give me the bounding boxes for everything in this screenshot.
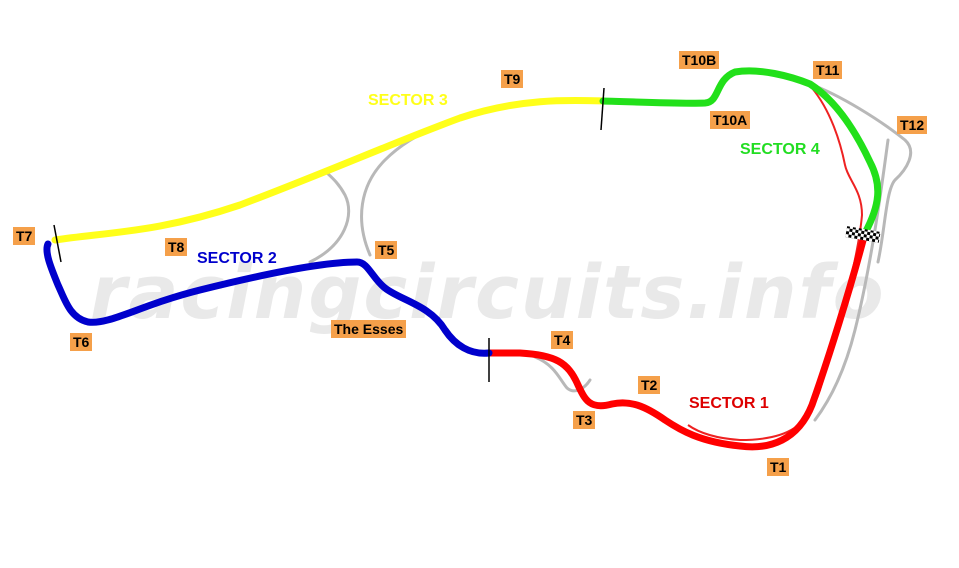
pit-straight-alt-track	[813, 138, 890, 422]
checkered-flag-icon	[845, 226, 881, 243]
sector-4-track	[599, 67, 882, 237]
watermark: racingcircuits.info	[90, 250, 886, 336]
turn-label-t5: T5	[375, 241, 398, 259]
sector-2-label: SECTOR 2	[197, 250, 277, 267]
turn-label-t1: T1	[767, 458, 790, 476]
turn-label-t2: T2	[638, 376, 661, 394]
turn-label-esses: The Esses	[331, 320, 407, 338]
sector-2-track	[43, 240, 493, 357]
t3-chicane-track	[533, 355, 592, 393]
turn-label-t8: T8	[165, 238, 188, 256]
sector-boundary-2-3	[53, 224, 62, 263]
turn-label-t11: T11	[813, 61, 843, 79]
turn-label-t9: T9	[501, 70, 524, 88]
sector-1-track	[485, 229, 869, 451]
t12-loop-track	[808, 82, 912, 264]
turn-label-t10b: T10B	[679, 51, 720, 69]
turn-label-t10a: T10A	[710, 111, 751, 129]
turn-label-t3: T3	[573, 411, 596, 429]
sector-3-track	[51, 96, 607, 244]
t8-cutoff-track	[308, 170, 351, 264]
alternate-track	[308, 82, 912, 422]
sector-4-label: SECTOR 4	[740, 141, 820, 158]
turn-label-t7: T7	[13, 227, 36, 245]
turn-label-t6: T6	[70, 333, 93, 351]
turn-label-t12: T12	[897, 116, 928, 134]
sector-boundary-3-4	[600, 87, 605, 131]
sector-1-label: SECTOR 1	[689, 395, 769, 412]
turn-label-t4: T4	[551, 331, 574, 349]
sector-3-label: SECTOR 3	[368, 92, 448, 109]
